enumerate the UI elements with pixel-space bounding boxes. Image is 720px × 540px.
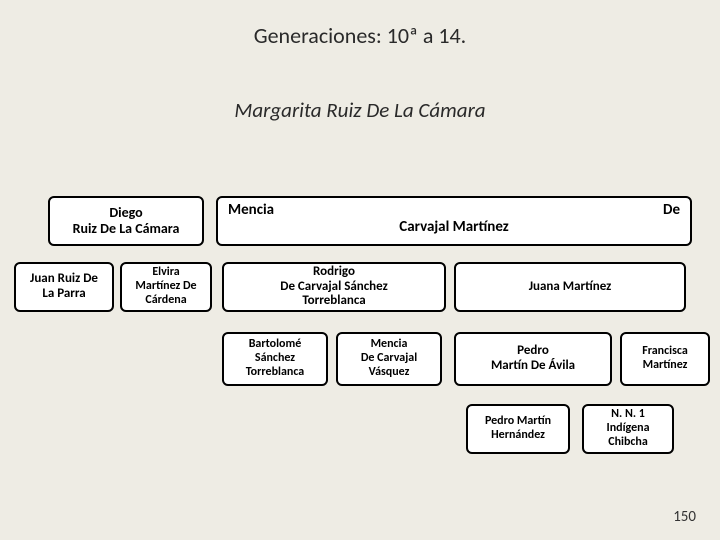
page-subtitle: Margarita Ruiz De La Cámara [0, 97, 720, 123]
node-francisca: FranciscaMartínez [620, 332, 710, 386]
node-mencia_vasquez: MenciaDe CarvajalVásquez [336, 332, 442, 386]
node-diego: DiegoRuiz De La Cámara [48, 196, 204, 246]
node-rodrigo: RodrigoDe Carvajal SánchezTorreblanca [222, 262, 446, 312]
page-title: Generaciones: 10ª a 14. [0, 0, 720, 49]
node-juan: Juan Ruiz DeLa Parra [14, 262, 114, 312]
node-pedro_avila: PedroMartín De Ávila [454, 332, 612, 386]
node-nn1: N. N. 1IndígenaChibcha [582, 404, 674, 454]
page-number: 150 [673, 508, 696, 526]
node-juana: Juana Martínez [454, 262, 686, 312]
node-elvira: ElviraMartínez DeCárdena [120, 262, 212, 312]
node-mencia_carvajal: MenciaDeCarvajal Martínez [216, 196, 692, 246]
node-bartolome: BartoloméSánchezTorreblanca [222, 332, 328, 386]
node-pedro_hernandez: Pedro MartínHernández [466, 404, 570, 454]
